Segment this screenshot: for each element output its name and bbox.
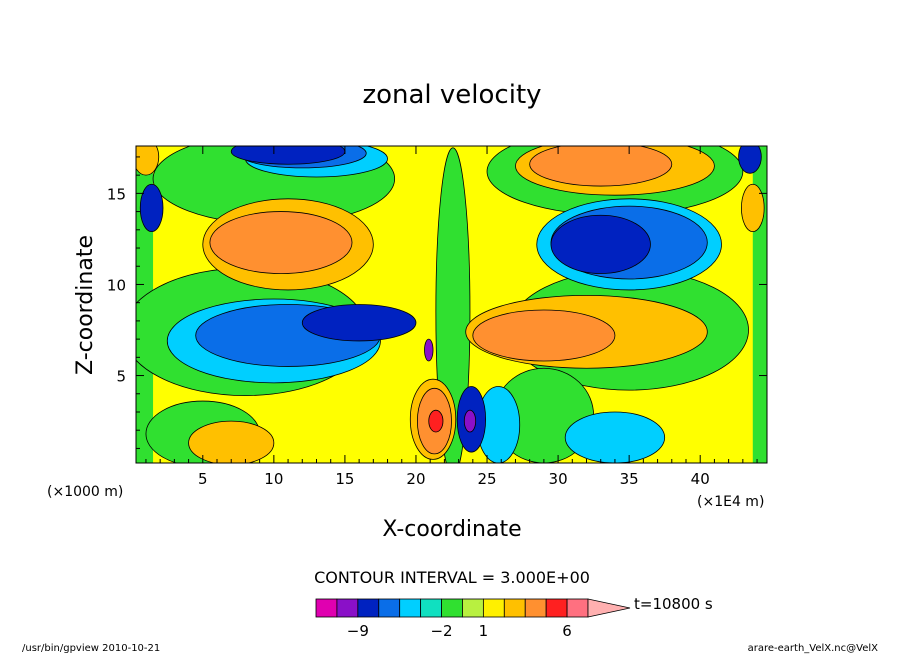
plot-frame: [135, 145, 768, 464]
x-tick-label: 25: [477, 470, 496, 488]
contour-region: [463, 409, 477, 433]
chart-title: zonal velocity: [362, 80, 541, 110]
contour-region: [139, 183, 164, 233]
x-axis-label: X-coordinate: [382, 517, 521, 542]
contour-region: [230, 146, 346, 165]
y-tick-label: 5: [116, 368, 126, 386]
colorbar-swatch: [482, 598, 505, 618]
y-axis: 5 10 15: [107, 156, 767, 449]
colorbar-swatch: [336, 598, 359, 618]
contour-region: [472, 309, 616, 362]
contour-region: [209, 211, 353, 274]
colorbar-swatch: [315, 598, 338, 618]
x-tick-label: 35: [620, 470, 639, 488]
x-axis: 5 10 15 20 25 30 35 40: [145, 146, 758, 488]
x-tick-label: 40: [691, 470, 710, 488]
y-tick-label: 15: [107, 185, 126, 203]
contour-field: [136, 146, 765, 463]
contour-region: [301, 304, 417, 342]
x-tick-label: 30: [549, 470, 568, 488]
contour-region: [550, 214, 651, 274]
contour-region: [529, 146, 673, 187]
colorbar-swatch: [566, 598, 589, 618]
contour-interval-label: CONTOUR INTERVAL = 3.000E+00: [314, 568, 590, 587]
colorbar-swatch: [420, 598, 442, 618]
colorbar-swatch: [462, 598, 484, 618]
colorbar-label: −2: [430, 622, 452, 640]
contour-region: [741, 183, 765, 233]
x-unit-left: (×1000 m): [47, 484, 123, 500]
colorbar-swatch: [399, 598, 422, 618]
contour-region: [564, 411, 666, 463]
colorbar-swatch: [378, 598, 401, 618]
contour-region: [136, 146, 160, 176]
contour-region: [188, 420, 275, 463]
colorbar: −9 −2 1 6: [315, 598, 631, 640]
y-axis-label: Z-coordinate: [73, 235, 98, 375]
y-tick-label: 10: [107, 276, 126, 294]
footer-left: /usr/bin/gpview 2010-10-21: [22, 643, 160, 654]
x-tick-label: 5: [198, 470, 208, 488]
x-tick-label: 10: [264, 470, 283, 488]
contour-region: [738, 146, 762, 174]
contour-region: [428, 409, 444, 433]
x-tick-label: 15: [335, 470, 354, 488]
colorbar-swatch: [545, 598, 568, 618]
colorbar-swatch: [441, 598, 463, 618]
x-unit-right: (×1E4 m): [697, 494, 764, 510]
contour-region: [424, 338, 434, 362]
time-label: t=10800 s: [634, 595, 713, 613]
colorbar-arrow: [587, 598, 631, 618]
colorbar-label: 1: [479, 622, 489, 640]
colorbar-label: 6: [562, 622, 572, 640]
colorbar-swatch: [524, 598, 547, 618]
colorbar-swatch: [503, 598, 526, 618]
colorbar-label: −9: [347, 622, 369, 640]
x-tick-label: 20: [406, 470, 425, 488]
colorbar-swatch: [357, 598, 380, 618]
footer-right: arare-earth_VelX.nc@VelX: [748, 643, 879, 654]
